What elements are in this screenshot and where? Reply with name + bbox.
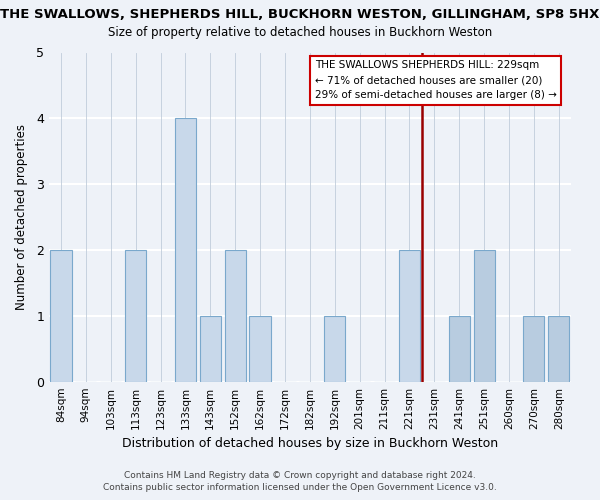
Bar [50, 250, 71, 382]
Text: Contains HM Land Registry data © Crown copyright and database right 2024.
Contai: Contains HM Land Registry data © Crown c… [103, 471, 497, 492]
Bar [224, 250, 246, 382]
Bar [125, 250, 146, 382]
Bar [548, 316, 569, 382]
Bar [175, 118, 196, 382]
Bar [399, 250, 420, 382]
Bar [449, 316, 470, 382]
X-axis label: Distribution of detached houses by size in Buckhorn Weston: Distribution of detached houses by size … [122, 437, 498, 450]
Bar [200, 316, 221, 382]
Bar [250, 316, 271, 382]
Bar [473, 250, 494, 382]
Text: THE SWALLOWS SHEPHERDS HILL: 229sqm
← 71% of detached houses are smaller (20)
29: THE SWALLOWS SHEPHERDS HILL: 229sqm ← 71… [315, 60, 557, 100]
Y-axis label: Number of detached properties: Number of detached properties [15, 124, 28, 310]
Text: Size of property relative to detached houses in Buckhorn Weston: Size of property relative to detached ho… [108, 26, 492, 39]
Bar [324, 316, 346, 382]
Bar [523, 316, 544, 382]
Text: THE SWALLOWS, SHEPHERDS HILL, BUCKHORN WESTON, GILLINGHAM, SP8 5HX: THE SWALLOWS, SHEPHERDS HILL, BUCKHORN W… [1, 8, 599, 20]
